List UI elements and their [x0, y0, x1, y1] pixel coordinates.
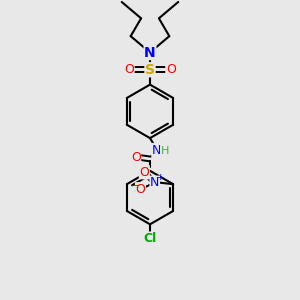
Text: N: N: [144, 46, 156, 59]
Text: O: O: [131, 151, 141, 164]
Text: Cl: Cl: [143, 232, 157, 245]
Text: O: O: [124, 63, 134, 76]
Text: S: S: [145, 63, 155, 77]
Text: O: O: [136, 183, 146, 196]
Text: O: O: [140, 166, 149, 179]
Text: −: −: [130, 181, 140, 191]
Text: +: +: [156, 173, 164, 182]
Text: N: N: [150, 176, 159, 189]
Text: O: O: [166, 63, 176, 76]
Text: H: H: [161, 146, 169, 157]
Text: N: N: [152, 143, 161, 157]
